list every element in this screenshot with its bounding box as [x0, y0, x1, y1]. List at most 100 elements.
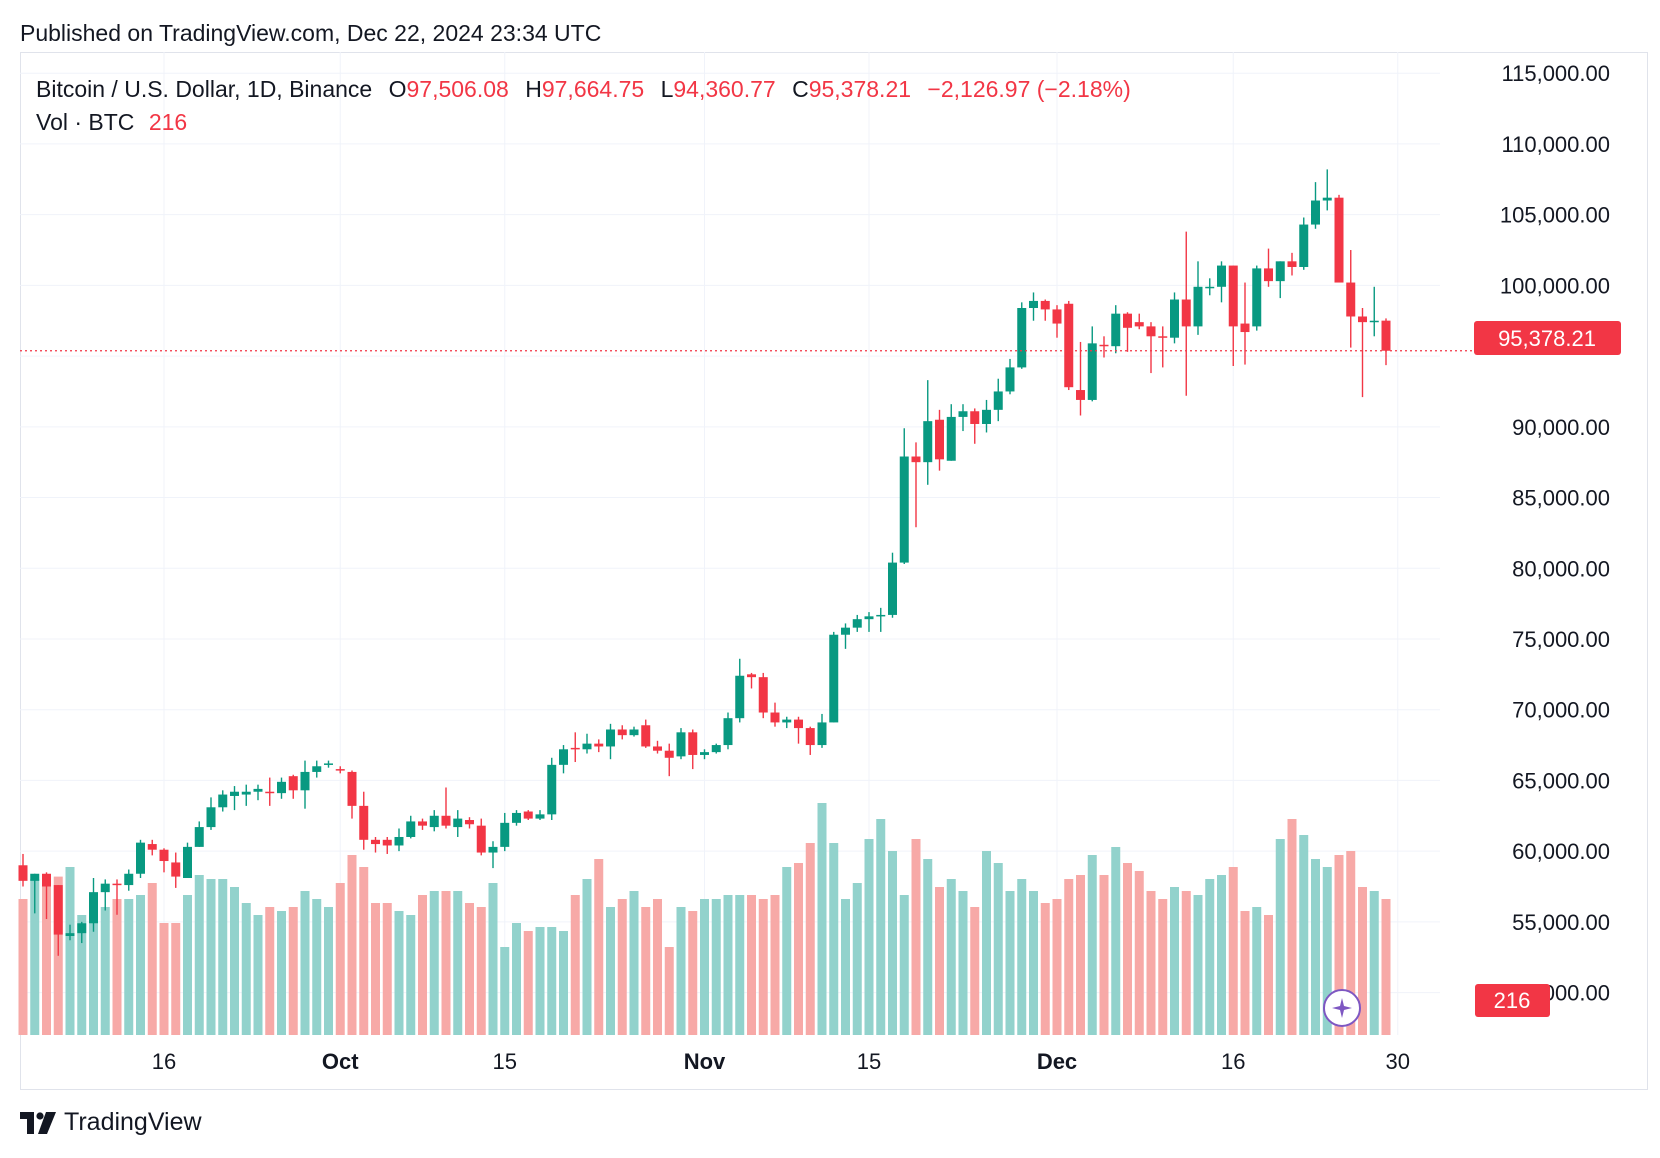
candle[interactable] — [547, 757, 557, 821]
candle[interactable] — [993, 378, 1003, 422]
candle[interactable] — [982, 399, 991, 433]
candle[interactable] — [606, 723, 615, 760]
candle[interactable] — [465, 817, 474, 829]
candle[interactable] — [570, 732, 580, 763]
candle[interactable] — [888, 552, 897, 618]
candle[interactable] — [453, 810, 463, 837]
candle[interactable] — [700, 749, 709, 760]
candle[interactable] — [406, 815, 416, 839]
candle[interactable] — [1064, 300, 1074, 391]
candle[interactable] — [1040, 299, 1050, 321]
candle[interactable] — [194, 821, 204, 847]
candle[interactable] — [1358, 308, 1367, 398]
candle[interactable] — [911, 442, 921, 528]
ai-assistant-button[interactable] — [1323, 989, 1361, 1027]
candle[interactable] — [794, 716, 803, 744]
candle[interactable] — [253, 784, 263, 801]
candle[interactable] — [1205, 278, 1215, 296]
candle[interactable] — [277, 777, 286, 799]
candle[interactable] — [206, 797, 216, 830]
candle[interactable] — [1228, 265, 1238, 366]
candle[interactable] — [1111, 305, 1121, 354]
candle[interactable] — [770, 702, 780, 727]
candle[interactable] — [523, 810, 533, 821]
candle[interactable] — [852, 614, 862, 632]
candle[interactable] — [77, 921, 87, 944]
candle[interactable] — [65, 924, 75, 941]
candle[interactable] — [841, 623, 850, 649]
candle[interactable] — [265, 777, 275, 806]
candle[interactable] — [124, 869, 134, 891]
candle[interactable] — [1123, 312, 1132, 352]
candle[interactable] — [1158, 326, 1168, 368]
candle[interactable] — [1134, 313, 1144, 330]
candle[interactable] — [30, 873, 40, 914]
candle[interactable] — [512, 810, 521, 826]
candle[interactable] — [970, 408, 980, 444]
candle[interactable] — [1029, 292, 1038, 321]
candle[interactable] — [1264, 248, 1273, 287]
candle[interactable] — [1099, 336, 1109, 358]
candle[interactable] — [1005, 358, 1015, 395]
candle[interactable] — [159, 848, 169, 873]
candle[interactable] — [112, 879, 122, 915]
candle[interactable] — [288, 774, 298, 799]
candle[interactable] — [747, 672, 756, 689]
candle[interactable] — [1252, 265, 1262, 331]
candle[interactable] — [1369, 286, 1379, 337]
candle[interactable] — [441, 787, 451, 829]
candle[interactable] — [429, 810, 439, 832]
candle[interactable] — [876, 607, 886, 632]
candle[interactable] — [1275, 261, 1285, 299]
candle[interactable] — [559, 745, 568, 774]
candle[interactable] — [1076, 341, 1085, 416]
candle[interactable] — [641, 719, 651, 748]
candle[interactable] — [371, 836, 380, 853]
candle[interactable] — [324, 760, 333, 768]
candle[interactable] — [935, 409, 944, 471]
candle[interactable] — [136, 839, 145, 879]
candle[interactable] — [183, 842, 192, 879]
candle[interactable] — [594, 739, 604, 753]
candle[interactable] — [1052, 305, 1062, 338]
candle[interactable] — [653, 740, 662, 754]
candle[interactable] — [171, 852, 181, 888]
candle[interactable] — [18, 853, 28, 887]
candle[interactable] — [899, 428, 909, 565]
candle[interactable] — [359, 791, 369, 850]
candle[interactable] — [347, 770, 357, 819]
candle[interactable] — [53, 885, 63, 956]
candle[interactable] — [42, 872, 51, 920]
candle[interactable] — [688, 729, 698, 770]
candle[interactable] — [100, 879, 110, 911]
candle[interactable] — [1217, 261, 1226, 303]
candle[interactable] — [1240, 282, 1250, 365]
candle[interactable] — [218, 790, 228, 812]
candle[interactable] — [312, 760, 322, 778]
candle[interactable] — [711, 743, 721, 754]
candle[interactable] — [230, 786, 239, 811]
candle[interactable] — [923, 380, 933, 485]
candle[interactable] — [817, 713, 827, 748]
tradingview-logo[interactable]: TradingView — [20, 1108, 202, 1137]
candle[interactable] — [946, 404, 956, 461]
candle[interactable] — [241, 784, 251, 806]
candle[interactable] — [1087, 326, 1097, 402]
candle[interactable] — [488, 841, 498, 869]
candle[interactable] — [958, 404, 968, 432]
candle[interactable] — [418, 818, 427, 830]
candle[interactable] — [1287, 252, 1297, 276]
candle[interactable] — [829, 631, 839, 723]
candle[interactable] — [582, 733, 592, 754]
candle[interactable] — [89, 878, 98, 932]
candle[interactable] — [1017, 302, 1027, 369]
candle[interactable] — [1346, 250, 1356, 348]
candle[interactable] — [500, 812, 510, 852]
candle[interactable] — [617, 725, 627, 740]
candle[interactable] — [735, 658, 745, 723]
candle[interactable] — [723, 712, 733, 750]
candle[interactable] — [476, 818, 486, 856]
candle[interactable] — [382, 836, 392, 854]
candle[interactable] — [335, 766, 345, 774]
